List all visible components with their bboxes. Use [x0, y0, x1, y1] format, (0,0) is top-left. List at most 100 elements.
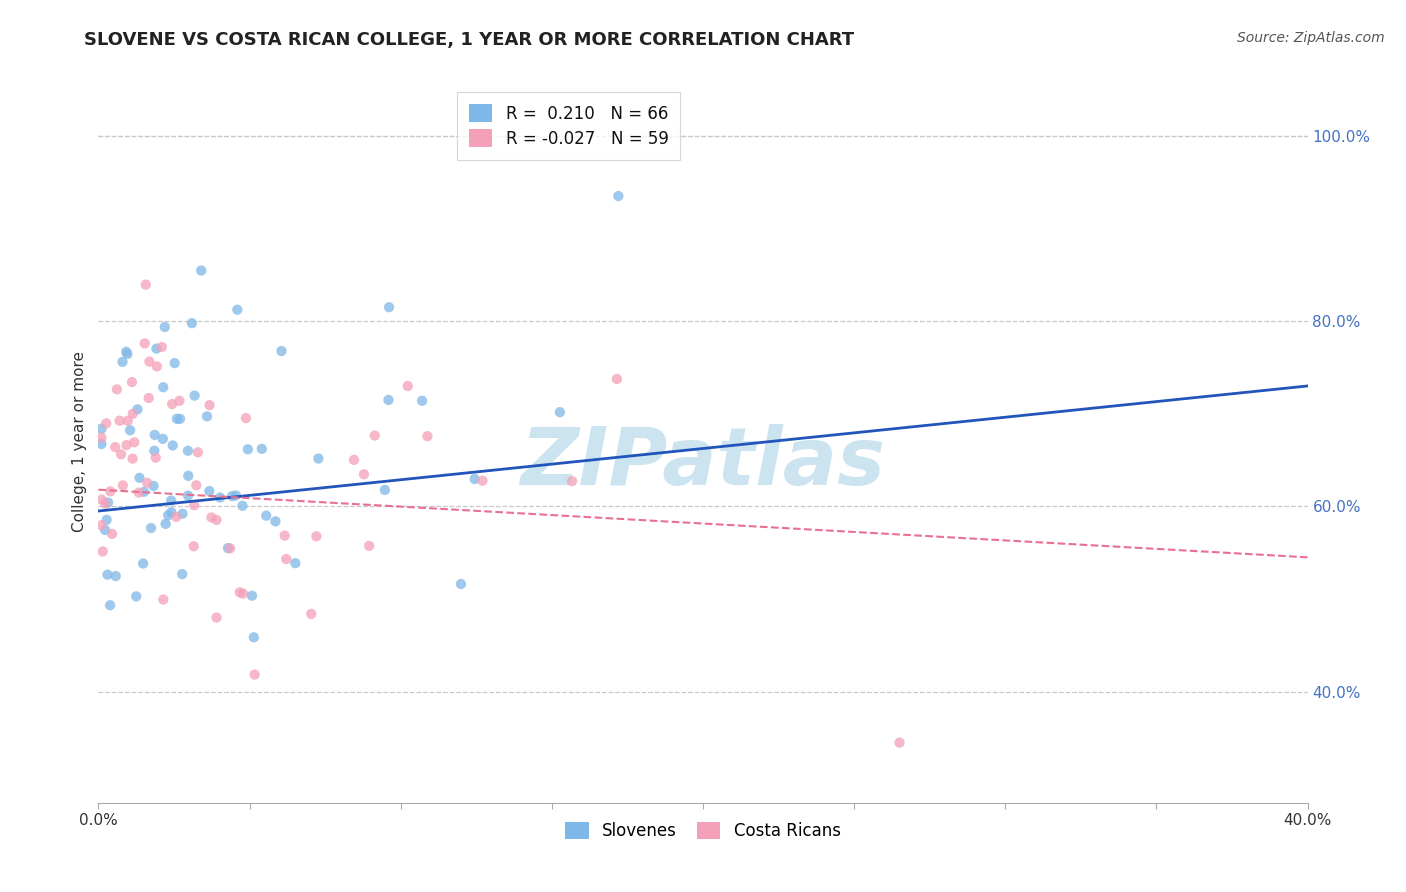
Y-axis label: College, 1 year or more: College, 1 year or more — [72, 351, 87, 532]
Point — [90, 437, 112, 451]
Point — [221, 489, 243, 503]
Point — [195, 409, 218, 424]
Point — [353, 467, 375, 482]
Point — [450, 577, 472, 591]
Legend: Slovenes, Costa Ricans: Slovenes, Costa Ricans — [557, 814, 849, 848]
Point — [471, 474, 494, 488]
Point — [145, 342, 167, 356]
Point — [231, 499, 253, 513]
Point — [396, 379, 419, 393]
Point — [90, 492, 112, 507]
Point — [464, 472, 486, 486]
Point — [229, 585, 252, 599]
Point — [183, 539, 205, 553]
Point — [226, 302, 249, 317]
Point — [98, 599, 121, 613]
Point — [235, 411, 257, 425]
Point — [374, 483, 396, 497]
Point — [153, 320, 176, 334]
Point — [135, 277, 157, 292]
Point — [162, 438, 184, 452]
Point — [132, 557, 155, 571]
Point — [177, 443, 200, 458]
Point — [243, 667, 266, 681]
Point — [411, 393, 433, 408]
Point — [276, 552, 298, 566]
Point — [250, 442, 273, 456]
Point — [111, 478, 134, 492]
Point — [200, 510, 222, 524]
Point — [299, 607, 322, 621]
Point — [190, 263, 212, 277]
Point — [90, 431, 112, 445]
Point — [90, 422, 112, 436]
Point — [181, 316, 204, 330]
Point — [145, 450, 167, 465]
Point — [120, 423, 142, 437]
Point — [96, 567, 118, 582]
Text: ZIPatlas: ZIPatlas — [520, 425, 886, 502]
Point — [136, 475, 159, 490]
Point — [152, 432, 174, 446]
Point — [152, 380, 174, 394]
Point — [416, 429, 439, 443]
Point — [163, 356, 186, 370]
Point — [108, 414, 131, 428]
Point — [115, 438, 138, 452]
Point — [169, 412, 191, 426]
Point — [243, 630, 266, 644]
Point — [111, 355, 134, 369]
Point — [132, 484, 155, 499]
Point — [209, 491, 232, 505]
Point — [343, 453, 366, 467]
Point — [187, 445, 209, 459]
Point — [270, 344, 292, 359]
Point — [160, 397, 183, 411]
Point — [142, 479, 165, 493]
Point — [121, 375, 143, 389]
Text: SLOVENE VS COSTA RICAN COLLEGE, 1 YEAR OR MORE CORRELATION CHART: SLOVENE VS COSTA RICAN COLLEGE, 1 YEAR O… — [84, 31, 855, 49]
Point — [284, 556, 307, 570]
Point — [177, 489, 200, 503]
Point — [305, 529, 328, 543]
Point — [115, 344, 138, 359]
Point — [198, 484, 221, 499]
Point — [139, 521, 162, 535]
Point — [94, 523, 117, 537]
Point — [96, 417, 118, 431]
Point — [364, 428, 387, 442]
Point — [155, 516, 177, 531]
Point — [205, 513, 228, 527]
Point — [104, 440, 127, 454]
Point — [110, 447, 132, 461]
Text: Source: ZipAtlas.com: Source: ZipAtlas.com — [1237, 31, 1385, 45]
Point — [124, 435, 146, 450]
Point — [232, 586, 254, 600]
Point — [219, 541, 242, 556]
Point — [236, 442, 259, 457]
Point — [121, 407, 143, 421]
Point — [254, 508, 277, 523]
Point — [105, 382, 128, 396]
Point — [240, 589, 263, 603]
Point — [169, 393, 191, 408]
Point — [160, 493, 183, 508]
Point — [166, 412, 188, 426]
Point — [606, 372, 628, 386]
Point — [128, 485, 150, 500]
Point — [172, 567, 194, 582]
Point — [143, 428, 166, 442]
Point — [359, 539, 381, 553]
Point — [134, 336, 156, 351]
Point — [378, 300, 401, 314]
Point — [97, 495, 120, 509]
Point — [183, 388, 205, 402]
Point — [121, 451, 143, 466]
Point — [172, 507, 194, 521]
Point — [205, 610, 228, 624]
Point — [150, 340, 173, 354]
Point — [100, 484, 122, 499]
Point — [264, 514, 287, 528]
Point — [561, 474, 583, 488]
Point — [217, 541, 239, 556]
